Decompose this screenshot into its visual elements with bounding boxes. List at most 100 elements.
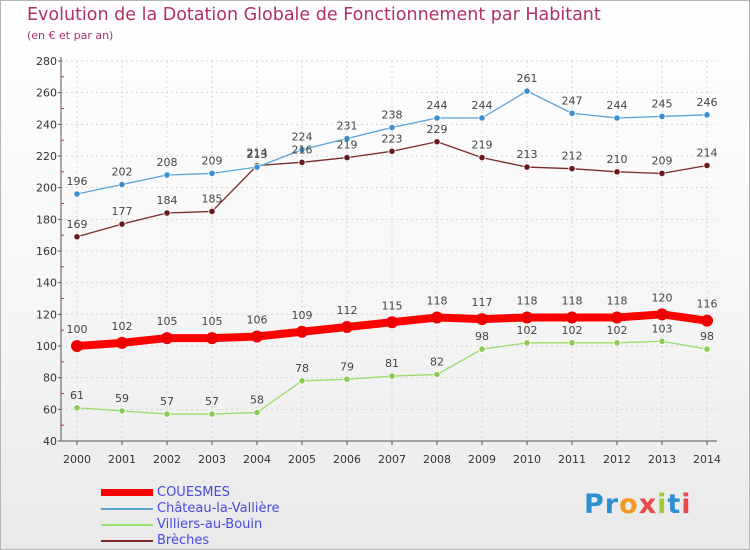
data-label-chateau-la-valliere: 244 [607, 99, 628, 112]
data-point-villiers-au-bouin [703, 345, 711, 353]
data-point-couesmes [341, 321, 353, 333]
x-tick-label: 2000 [63, 453, 91, 466]
data-point-breches [613, 168, 621, 176]
chart-subtitle: (en € et par an) [27, 29, 114, 42]
legend-label-chateau-la-valliere: Château-la-Vallière [157, 501, 280, 516]
legend-swatch-villiers-au-bouin [101, 524, 153, 526]
legend-item-villiers-au-bouin: Villiers-au-Bouin [101, 517, 401, 533]
data-point-chateau-la-valliere [703, 111, 711, 119]
data-point-chateau-la-valliere [73, 190, 81, 198]
logo-letter: i [657, 489, 668, 520]
data-point-couesmes [431, 311, 443, 324]
data-label-chateau-la-valliere: 202 [112, 166, 133, 179]
data-point-breches [523, 163, 531, 171]
data-point-chateau-la-valliere [163, 171, 171, 179]
data-point-villiers-au-bouin [613, 339, 621, 347]
data-point-breches [163, 209, 171, 217]
data-label-couesmes: 102 [112, 320, 133, 333]
data-point-couesmes [476, 313, 488, 326]
data-point-chateau-la-valliere [613, 114, 621, 122]
legend-swatch-couesmes [101, 489, 153, 496]
data-label-chateau-la-valliere: 244 [472, 99, 493, 112]
data-point-villiers-au-bouin [343, 375, 351, 383]
data-point-chateau-la-valliere [478, 114, 486, 122]
data-point-chateau-la-valliere [298, 146, 306, 154]
data-label-breches: 210 [607, 153, 628, 166]
data-point-couesmes [71, 340, 83, 352]
data-point-couesmes [521, 311, 533, 324]
axes [58, 57, 717, 445]
data-point-villiers-au-bouin [118, 407, 126, 415]
data-label-couesmes: 120 [652, 291, 673, 304]
data-label-villiers-au-bouin: 82 [430, 356, 444, 369]
logo-letter: i [681, 489, 692, 520]
data-label-chateau-la-valliere: 213 [247, 148, 268, 161]
y-tick-label: 280 [36, 55, 57, 68]
y-tick-label: 180 [36, 213, 57, 226]
data-label-breches: 214 [697, 147, 718, 160]
data-point-chateau-la-valliere [253, 163, 261, 171]
data-label-breches: 219 [337, 139, 358, 152]
data-point-breches [388, 147, 396, 155]
data-point-breches [298, 158, 306, 166]
y-tick-label: 120 [36, 308, 57, 321]
data-point-couesmes [656, 308, 668, 321]
data-point-couesmes [206, 332, 218, 345]
legend-item-couesmes: COUESMES [101, 485, 401, 501]
data-point-villiers-au-bouin [658, 337, 666, 345]
logo-letter: o [619, 489, 639, 520]
legend-item-breches: Brèches [101, 533, 401, 549]
data-label-breches: 216 [292, 143, 313, 156]
data-label-couesmes: 118 [517, 295, 538, 308]
x-tick-label: 2008 [423, 453, 451, 466]
data-point-breches [208, 207, 216, 216]
data-label-villiers-au-bouin: 102 [607, 324, 628, 337]
data-label-couesmes: 116 [697, 298, 718, 311]
data-label-breches: 223 [382, 132, 403, 145]
data-point-chateau-la-valliere [568, 109, 576, 117]
data-point-villiers-au-bouin [388, 372, 396, 380]
data-label-chateau-la-valliere: 245 [652, 97, 673, 110]
data-label-breches: 169 [67, 218, 88, 231]
data-point-breches [73, 233, 81, 241]
x-tick-label: 2003 [198, 453, 226, 466]
data-label-chateau-la-valliere: 246 [697, 96, 718, 109]
data-label-villiers-au-bouin: 98 [700, 330, 714, 343]
data-label-chateau-la-valliere: 231 [337, 120, 358, 133]
data-label-couesmes: 100 [67, 323, 88, 336]
data-label-couesmes: 109 [292, 309, 313, 322]
data-label-couesmes: 117 [472, 296, 493, 309]
data-label-villiers-au-bouin: 102 [517, 324, 538, 337]
data-label-chateau-la-valliere: 196 [67, 175, 88, 188]
data-point-villiers-au-bouin [163, 410, 171, 418]
data-label-breches: 184 [157, 194, 178, 207]
legend-label-couesmes: COUESMES [157, 485, 230, 500]
data-point-breches [568, 165, 576, 173]
data-label-couesmes: 105 [202, 315, 223, 328]
data-label-villiers-au-bouin: 103 [652, 322, 673, 335]
y-tick-label: 200 [36, 182, 57, 195]
y-tick-label: 80 [43, 372, 57, 385]
data-point-villiers-au-bouin [253, 408, 261, 417]
data-label-villiers-au-bouin: 79 [340, 360, 354, 373]
data-label-breches: 212 [562, 150, 583, 163]
data-label-villiers-au-bouin: 57 [160, 395, 174, 408]
data-point-villiers-au-bouin [523, 339, 531, 347]
data-point-breches [118, 220, 126, 228]
x-tick-label: 2012 [603, 453, 631, 466]
legend: COUESMES Château-la-Vallière Villiers-au… [101, 485, 401, 549]
data-label-chateau-la-valliere: 209 [202, 154, 223, 167]
logo-letter: P [584, 489, 605, 520]
data-point-couesmes [116, 336, 128, 349]
x-tick-label: 2010 [513, 453, 541, 466]
logo-letter: t [667, 489, 682, 520]
data-point-chateau-la-valliere [523, 87, 531, 95]
data-point-villiers-au-bouin [478, 345, 486, 353]
chart-title: Evolution de la Dotation Globale de Fonc… [27, 5, 601, 25]
data-point-couesmes [701, 314, 713, 327]
data-label-chateau-la-valliere: 244 [427, 99, 448, 112]
data-point-breches [658, 169, 666, 178]
x-tick-label: 2006 [333, 453, 361, 466]
